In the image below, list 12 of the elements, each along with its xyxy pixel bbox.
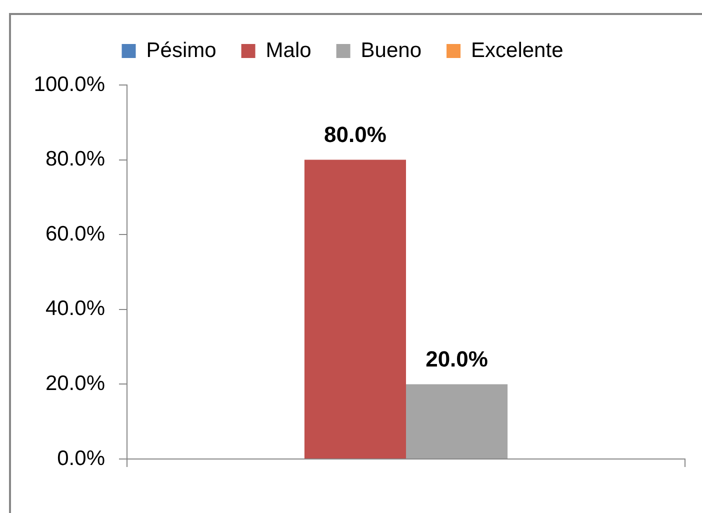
data-label: 80.0% [324, 122, 386, 147]
legend-label: Malo [266, 38, 312, 62]
legend-label: Pésimo [146, 38, 216, 62]
data-label: 20.0% [426, 346, 488, 372]
y-tick-label: 80.0% [45, 148, 105, 171]
legend-label: Excelente [471, 38, 564, 62]
legend-label: Bueno [360, 38, 422, 62]
y-tick-label: 0.0% [57, 446, 105, 470]
y-tick-label: 100.0% [34, 72, 105, 96]
y-tick-label: 60.0% [45, 222, 105, 246]
y-tick-label: 40.0% [45, 297, 105, 320]
y-tick-label: 20.0% [45, 372, 105, 395]
